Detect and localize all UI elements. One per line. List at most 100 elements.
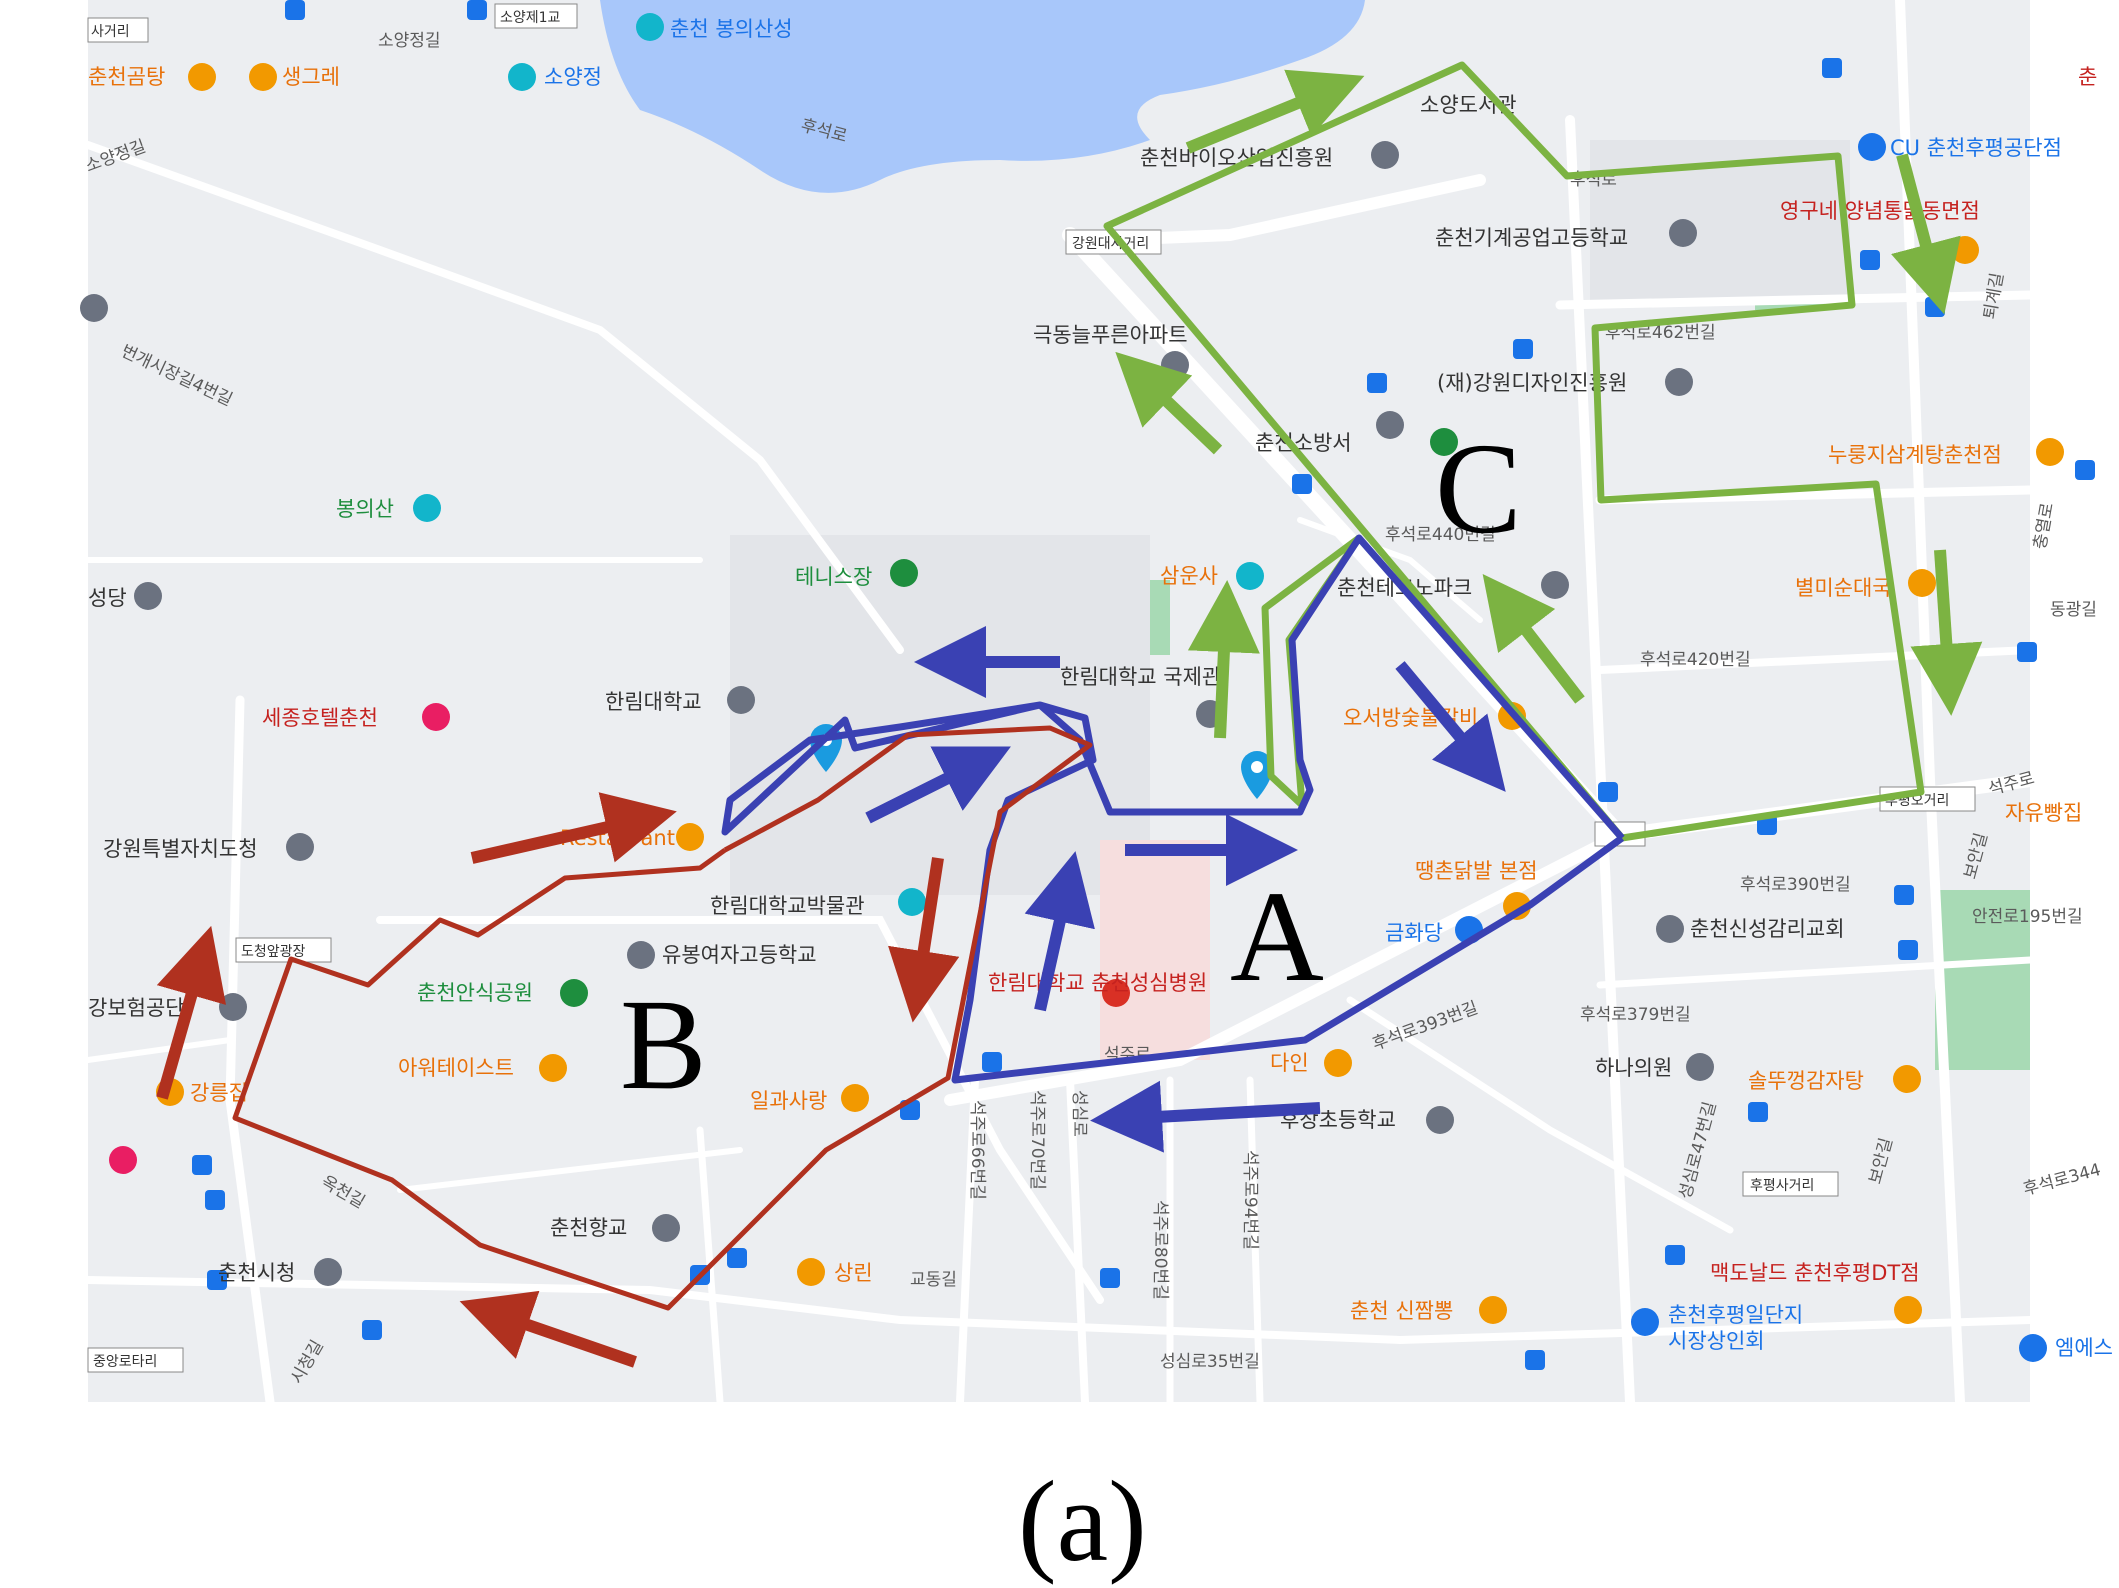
restaurant-label: 땡촌닭발 본점 xyxy=(1415,859,1538,883)
restaurant-icon xyxy=(797,1258,825,1286)
bus-stop-icon xyxy=(982,1052,1002,1072)
hospital-label: 한림대학교 춘천성심병원 xyxy=(988,971,1207,995)
bar-label: 일과사랑 xyxy=(750,1089,827,1113)
hospital-area xyxy=(1100,840,1210,1060)
bus-stop-icon xyxy=(1665,1245,1685,1265)
university-campus xyxy=(730,535,1150,895)
fire-station-icon xyxy=(1430,428,1458,456)
school-label: 춘천기계공업고등학교 xyxy=(1435,226,1628,250)
route-a-arrow xyxy=(1090,1080,1321,1153)
shop-icon xyxy=(2019,1334,2047,1362)
building-label: 한림대학교 국제관 xyxy=(1060,665,1221,689)
route-b-arrow xyxy=(156,925,227,1100)
restaurant-icon xyxy=(249,63,277,91)
store-label: CU 춘천후평공단점 xyxy=(1890,136,2062,160)
restaurant-icon xyxy=(1908,569,1936,597)
university-label: 한림대학교 xyxy=(605,690,702,714)
bus-stop-icon xyxy=(1925,297,1945,317)
bus-stop-icon xyxy=(1898,940,1918,960)
intersection-box xyxy=(494,3,578,29)
route-c-arrow xyxy=(1185,69,1365,154)
bridge-label: 소양제1교 xyxy=(500,10,561,26)
route-c-arrow xyxy=(1910,549,1983,716)
intersection-label: 중앙로타리 xyxy=(93,1354,157,1370)
road-label: 후석로390번길 xyxy=(1740,875,1851,895)
road-label: 교동길 xyxy=(910,1270,957,1290)
hotel-label: 세종호텔춘천 xyxy=(262,706,378,730)
restaurant-label: 춘천 신짬뽕 xyxy=(1350,1299,1453,1323)
park-label: 춘천안식공원 xyxy=(417,981,533,1005)
direction-arrows xyxy=(156,69,1983,1368)
shop-label: 금화당 xyxy=(1385,921,1443,945)
restaurant-label: 춘천곰탕 xyxy=(88,65,165,89)
route-c-label: C xyxy=(1435,417,1522,561)
market-icon xyxy=(1631,1308,1659,1336)
bus-stop-icon xyxy=(1367,373,1387,393)
fire-station-label: 춘천소방서 xyxy=(1255,431,1352,455)
park-area xyxy=(1935,890,2030,1070)
road-label: 후석로344 xyxy=(2021,1160,2103,1200)
landmark-icon xyxy=(508,63,536,91)
restaurant-label: 누룽지삼계탕춘천점 xyxy=(1828,443,2002,467)
fortress-label: 춘천 봉의산성 xyxy=(670,17,793,41)
hospital-icon xyxy=(1102,979,1130,1007)
road-label: 석주로80번길 xyxy=(1150,1200,1170,1300)
route-b-arrow xyxy=(888,857,960,1023)
route-a-label: A xyxy=(1230,865,1324,1009)
edge-label: 춘 xyxy=(2078,65,2097,89)
map-pin-icon xyxy=(1241,751,1273,799)
school-icon xyxy=(627,941,655,969)
road-label: 석주로70번길 xyxy=(1027,1090,1047,1190)
route-b-arrow xyxy=(470,792,677,864)
landmark-icon xyxy=(636,13,664,41)
intersection-box xyxy=(1742,1171,1839,1197)
park-icon xyxy=(560,979,588,1007)
route-a-arrow xyxy=(865,746,1011,824)
tennis-court-icon xyxy=(890,559,918,587)
landmark-label: 소양정 xyxy=(544,65,602,89)
restaurant-icon xyxy=(1893,1065,1921,1093)
temple-label: 삼운사 xyxy=(1160,564,1218,588)
bus-stop-icon xyxy=(1525,1350,1545,1370)
bar-icon xyxy=(841,1084,869,1112)
bus-stop-icon xyxy=(205,1190,225,1210)
church-icon xyxy=(134,582,162,610)
restaurant-label: 영구네 양념통닭동면점 xyxy=(1780,199,1980,223)
intersection-label: 사거리 xyxy=(91,24,130,40)
cafe-label: 다인 xyxy=(1270,1051,1309,1075)
school-icon xyxy=(727,686,755,714)
bus-stop-icon xyxy=(727,1248,747,1268)
church-label: 성당 xyxy=(88,586,127,610)
restaurant-label: 강릉집 xyxy=(190,1081,248,1105)
intersection-box xyxy=(87,17,149,43)
market-label: 춘천후평일단지 xyxy=(1668,1303,1803,1327)
restaurant-icon xyxy=(676,823,704,851)
restaurant-label: 솔뚜껑감자탕 xyxy=(1748,1069,1864,1093)
mountain-label: 봉의산 xyxy=(336,497,394,521)
map-base xyxy=(84,0,2037,1407)
restaurant-icon xyxy=(1479,1296,1507,1324)
intersection-label: 도청앞광장 xyxy=(241,944,306,960)
route-c-arrow xyxy=(1891,153,1961,315)
route-c-arrow xyxy=(1482,574,1585,704)
intersection-label: 강원대사거리 xyxy=(1072,236,1149,252)
hotel-icon xyxy=(109,1146,137,1174)
government-label: 강원특별자치도청 xyxy=(103,837,258,861)
road-label: 동광길 xyxy=(2050,600,2097,620)
route-c-arrow xyxy=(1187,580,1260,739)
cityhall-label: 춘천시청 xyxy=(218,1261,295,1285)
place-icon xyxy=(1665,368,1693,396)
landmark-icon xyxy=(413,494,441,522)
road-label: 소양정길 xyxy=(378,31,441,51)
intersection-label: 후평사거리 xyxy=(1750,1178,1814,1194)
route-b-arrow xyxy=(459,1290,637,1368)
place-icon xyxy=(652,1214,680,1242)
bus-stop-icon xyxy=(192,1155,212,1175)
clinic-icon xyxy=(1686,1053,1714,1081)
shop-label: 엠에스 xyxy=(2055,1336,2113,1360)
road-label: 충열로 xyxy=(2030,501,2058,551)
route-a-arrow xyxy=(1395,661,1506,792)
restaurant-label: 맥도날드 춘천후평DT점 xyxy=(1710,1261,1920,1285)
restaurant-icon xyxy=(188,63,216,91)
route-c-arrow xyxy=(1115,351,1223,455)
